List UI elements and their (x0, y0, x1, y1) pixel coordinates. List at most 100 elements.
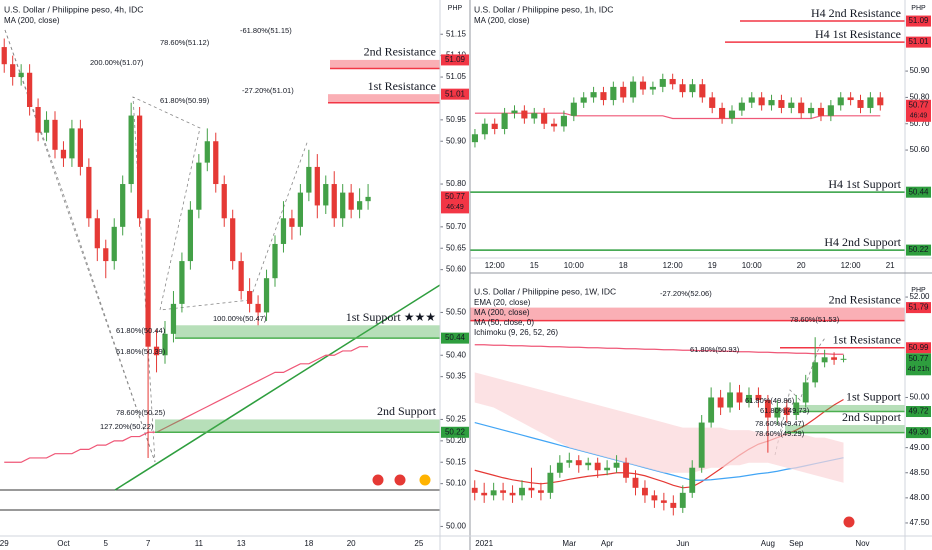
panel: 52.00 50.00 49.00 48.50 48.00 47.50 2nd Resist… (470, 286, 931, 548)
candle-body (481, 492, 488, 496)
level-label: 1st Support ★★★ (346, 310, 436, 324)
currency-label: PHP (448, 5, 463, 12)
candle-body (736, 392, 743, 403)
price-label: 51.09 (445, 55, 466, 64)
y-tick-label: 51.15 (446, 29, 467, 38)
y-tick-label: 50.70 (909, 119, 930, 128)
level-zone (470, 307, 905, 321)
candle-body (689, 467, 696, 493)
candle-body (60, 149, 67, 159)
price-label: 50.99 (908, 343, 929, 352)
candle-body (204, 141, 210, 163)
event-flag[interactable] (371, 473, 385, 487)
y-tick-label: 50.65 (446, 243, 467, 252)
candle-body (719, 107, 726, 119)
candle-body (827, 105, 834, 116)
candle-body (679, 492, 686, 508)
x-tick-label: 21 (886, 261, 895, 270)
candle-body (221, 184, 227, 219)
candle-body (817, 107, 825, 116)
candle-body (783, 407, 790, 416)
candle-body (642, 487, 648, 496)
candle-body (877, 97, 884, 106)
candle-body (26, 72, 33, 107)
candle-body (632, 477, 639, 488)
candle-body (670, 502, 677, 508)
candle-body (481, 123, 488, 135)
event-flag[interactable] (842, 515, 856, 529)
candle-body (709, 97, 716, 108)
fib-label: -27.20%(51.01) (242, 86, 294, 95)
price-label: 49.72 (908, 407, 929, 416)
x-tick-label: 12:00 (663, 261, 684, 270)
plot-area (470, 20, 905, 251)
countdown: 4d 21h (908, 366, 930, 373)
indicator-line (474, 344, 844, 355)
x-tick-label: 5 (104, 539, 109, 548)
y-tick-label: 50.80 (909, 93, 930, 102)
candle-body (511, 110, 518, 114)
candle-body (509, 492, 516, 496)
price-label: 50.77 (445, 192, 466, 201)
candle-body (519, 487, 525, 496)
candle-body (77, 128, 84, 167)
x-tick-label: 25 (414, 539, 423, 548)
event-flag[interactable] (393, 473, 407, 487)
candle-body (331, 184, 337, 219)
candle-body (111, 226, 117, 262)
x-tick-label: Oct (57, 539, 70, 548)
y-tick-label: 50.60 (446, 265, 467, 274)
candle-body (153, 346, 160, 356)
y-tick-label: 50.15 (446, 457, 467, 466)
candle-body (471, 134, 479, 143)
level-label: 1st Resistance (368, 79, 436, 93)
y-tick-label: 52.00 (909, 292, 930, 301)
legend-entry: EMA (20, close) (474, 298, 531, 307)
level-zone (328, 94, 440, 103)
x-tick-label: 20 (347, 539, 356, 548)
candle-body (52, 119, 58, 150)
candle-body (162, 333, 168, 356)
candle-body (263, 278, 270, 313)
candle-body (639, 81, 647, 90)
candle-body (659, 78, 666, 87)
candle-body (808, 107, 815, 114)
y-tick-label: 50.90 (446, 136, 467, 145)
fib-zigzag (4, 29, 309, 463)
candle-body (136, 115, 143, 219)
fib-label: 78.60%(51.53) (790, 315, 840, 324)
event-flag[interactable] (418, 473, 432, 487)
fib-label: 61.80%(50.44) (116, 326, 166, 335)
candle-body (630, 81, 637, 98)
candle-body (867, 97, 874, 108)
candle-body (837, 97, 844, 106)
candle-body (727, 392, 733, 408)
price-label-box (906, 406, 931, 418)
fib-label: 61.80%(49.86) (745, 396, 795, 405)
price-label-box (906, 186, 931, 198)
candle-body (798, 102, 805, 114)
level-zone (155, 419, 440, 433)
fib-label: 78.60%(49.29) (755, 429, 805, 438)
price-label: 51.79 (908, 303, 929, 312)
candle-body (521, 110, 528, 119)
indicator-line (4, 346, 369, 463)
price-label-box (906, 427, 931, 439)
chart-title: U.S. Dollar / Philippine peso, 1h, IDC (474, 4, 613, 14)
candle-body (649, 86, 656, 90)
y-tick-label: 49.00 (909, 443, 930, 452)
price-label: 50.44 (908, 187, 929, 196)
price-label: 50.77 (908, 100, 929, 109)
x-tick-label: Mar (562, 539, 576, 548)
candle-body (547, 472, 554, 493)
fib-label: 78.60%(51.12) (160, 38, 210, 47)
candle-body (306, 166, 312, 193)
candle-body (86, 166, 92, 219)
y-tick-label: 50.10 (446, 479, 467, 488)
x-tick-label: 7 (146, 539, 151, 548)
candle-body (560, 115, 567, 127)
candle-body (471, 487, 478, 493)
candle-body (10, 64, 16, 78)
candle-body (793, 402, 800, 416)
